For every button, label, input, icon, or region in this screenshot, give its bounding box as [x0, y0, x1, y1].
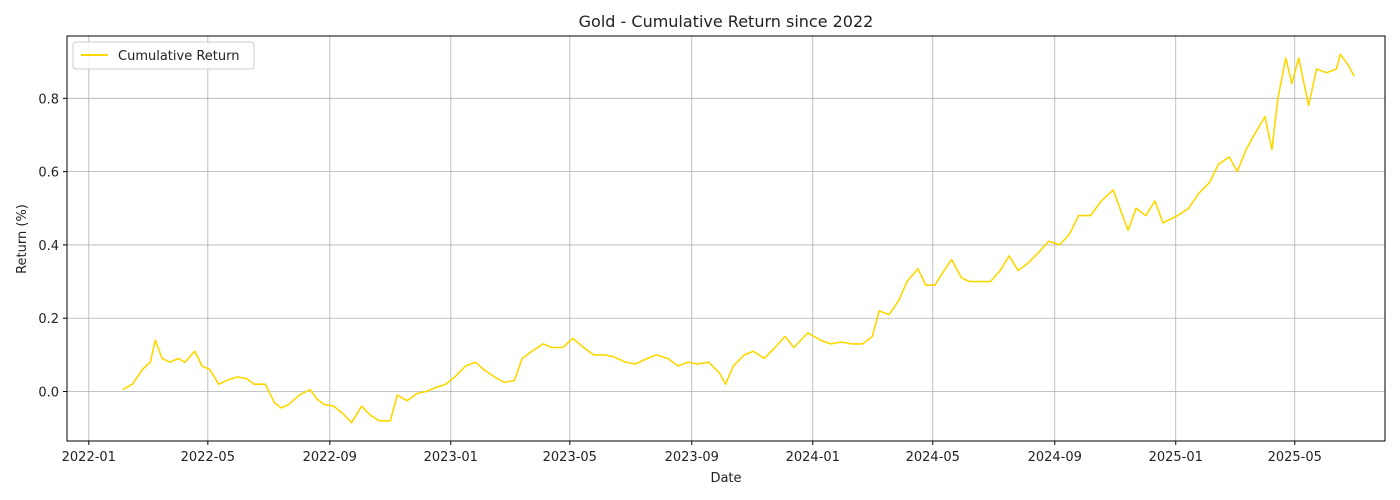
y-axis-label: Return (%): [15, 204, 30, 274]
y-tick-label: 0.0: [38, 386, 59, 401]
x-tick-label: 2025-05: [1268, 450, 1322, 465]
x-tick-label: 2023-05: [543, 450, 597, 465]
x-tick-label: 2022-01: [62, 450, 116, 465]
x-axis-label: Date: [710, 471, 741, 486]
y-tick-label: 0.4: [38, 239, 59, 254]
plot-frame: [66, 35, 1386, 442]
grid-lines: [67, 36, 1385, 441]
x-tick-label: 2022-09: [303, 450, 357, 465]
x-tick-label: 2022-05: [181, 450, 235, 465]
series-line-cumulative-return: [122, 53, 1356, 424]
x-axis-ticks: 2022-01 2022-05 2022-09 2023-01 2023-05 2023-…: [62, 441, 1322, 465]
chart-title: Gold - Cumulative Return since 2022: [579, 12, 874, 31]
x-tick-label: 2023-09: [665, 450, 719, 465]
y-tick-label: 0.2: [38, 312, 59, 327]
x-tick-label: 2025-01: [1149, 450, 1203, 465]
x-tick-label: 2023-01: [424, 450, 478, 465]
y-tick-label: 0.8: [38, 92, 59, 107]
series-layer: [122, 53, 1356, 424]
y-tick-label: 0.6: [38, 166, 59, 181]
legend-label: Cumulative Return: [118, 49, 239, 64]
x-tick-label: 2024-05: [906, 450, 960, 465]
x-tick-label: 2024-01: [786, 450, 840, 465]
legend: Cumulative Return: [72, 41, 255, 70]
y-axis-ticks: 0.0 0.2 0.4 0.6 0.8: [38, 92, 67, 401]
legend-box: [72, 41, 255, 70]
x-tick-label: 2024-09: [1028, 450, 1082, 465]
